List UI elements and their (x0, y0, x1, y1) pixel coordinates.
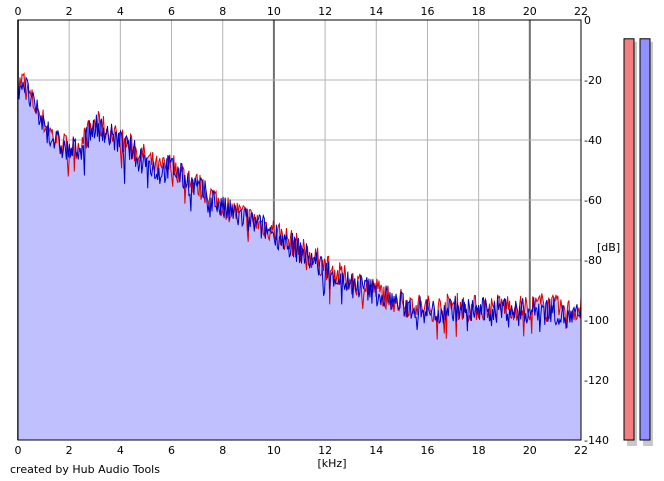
x-tick-bottom-0: 0 (15, 444, 22, 457)
x-tick-bottom-20: 20 (523, 444, 537, 457)
x-tick-bottom-2: 2 (66, 444, 73, 457)
x-tick-top-10: 10 (267, 5, 281, 18)
x-tick-top-14: 14 (369, 5, 383, 18)
y-tick--80: -80 (584, 254, 602, 267)
x-tick-bottom-14: 14 (369, 444, 383, 457)
x-tick-top-18: 18 (472, 5, 486, 18)
x-tick-top-6: 6 (168, 5, 175, 18)
spectrum-series (17, 72, 582, 340)
meter-bar-2 (639, 38, 651, 441)
y-tick-0: 0 (584, 14, 591, 27)
x-tick-bottom-12: 12 (318, 444, 332, 457)
x-tick-top-20: 20 (523, 5, 537, 18)
x-tick-bottom-22: 22 (574, 444, 588, 457)
x-tick-top-16: 16 (420, 5, 434, 18)
x-tick-bottom-16: 16 (420, 444, 434, 457)
x-tick-bottom-10: 10 (267, 444, 281, 457)
x-axis-label: [kHz] (318, 457, 347, 470)
x-tick-top-2: 2 (66, 5, 73, 18)
x-tick-top-12: 12 (318, 5, 332, 18)
x-tick-top-22: 22 (574, 5, 588, 18)
y-tick--140: -140 (584, 434, 609, 447)
credit-text: created by Hub Audio Tools (10, 463, 160, 476)
x-tick-labels-bottom: 0 2 4 6 8 10 12 14 16 18 20 22 (15, 444, 589, 457)
y-tick--20: -20 (584, 74, 602, 87)
x-tick-top-0: 0 (15, 5, 22, 18)
x-tick-bottom-8: 8 (219, 444, 226, 457)
x-tick-top-4: 4 (117, 5, 124, 18)
y-tick--40: -40 (584, 134, 602, 147)
y-tick--120: -120 (584, 374, 609, 387)
x-tick-bottom-4: 4 (117, 444, 124, 457)
x-tick-top-8: 8 (219, 5, 226, 18)
y-axis-label: [dB] (597, 241, 620, 254)
plot-frame (17, 19, 582, 441)
x-tick-labels-top: 0 2 4 6 8 10 12 14 16 18 20 22 (15, 5, 589, 18)
x-tick-bottom-6: 6 (168, 444, 175, 457)
y-tick--100: -100 (584, 314, 609, 327)
y-tick--60: -60 (584, 194, 602, 207)
series-line-2 (17, 76, 582, 333)
level-meters (623, 38, 653, 447)
x-tick-bottom-18: 18 (472, 444, 486, 457)
meter-bar-1 (623, 38, 635, 441)
y-tick-labels: 0 -20 -40 -60 -80 -100 -120 -140 (584, 14, 609, 447)
